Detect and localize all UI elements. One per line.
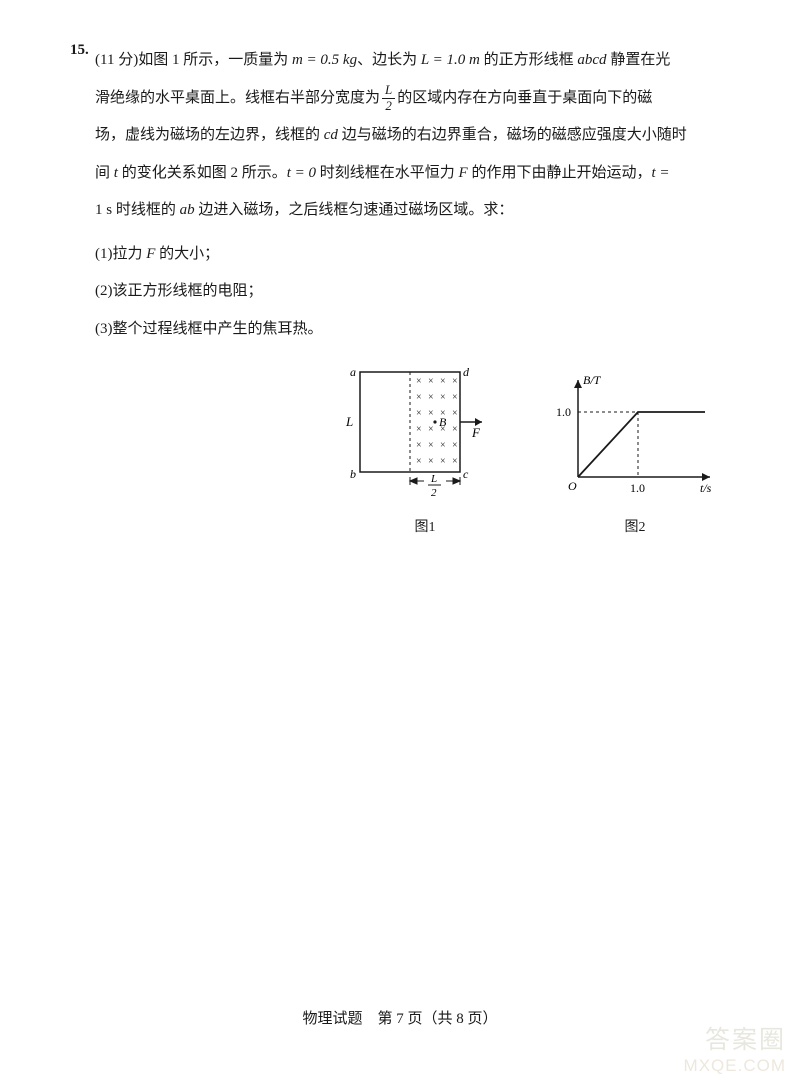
sub-questions: (1)拉力 F 的大小； (2)该正方形线框的电阻； (3)整个过程线框中产生的… [95,236,740,349]
problem-statement: (11 分)如图 1 所示，一质量为 m = 0.5 kg、边长为 L = 1.… [95,42,740,230]
svg-text:2: 2 [431,487,437,499]
t-eq: t = [651,165,669,181]
text: 静置在光 [607,52,671,68]
label-L: L [345,414,353,429]
svg-text:×: × [428,408,434,419]
text: 的大小； [155,246,219,262]
center-dot [433,420,436,423]
y-axis-arrow [574,380,582,388]
figure-1-svg: ×××× ×××× ×××× ×××× ×××× ×××× B F a [340,362,510,512]
text: 的正方形线框 [480,52,578,68]
m-expr: m = 0.5 kg [292,52,357,68]
field-crosses: ×××× ×××× ×××× ×××× ×××× ×××× [416,376,458,467]
t0: t = 0 [287,165,316,181]
label-a: a [350,365,356,379]
text: 的区域内存在方向垂直于桌面向下的磁 [397,90,652,106]
text: 间 [95,165,114,181]
frac-L2: L 2 [428,473,441,499]
svg-text:×: × [440,440,446,451]
F-var: F [459,165,468,181]
cd: cd [324,127,338,143]
text: 的变化关系如图 2 所示。 [118,165,287,181]
figure-1: ×××× ×××× ×××× ×××× ×××× ×××× B F a [340,362,510,536]
origin: O [568,479,577,493]
label-F: F [471,425,481,440]
svg-text:L: L [430,473,437,485]
x-axis-arrow [702,473,710,481]
figure-1-caption: 图1 [415,516,436,536]
svg-text:×: × [452,392,458,403]
abcd: abcd [577,52,606,68]
svg-text:×: × [428,440,434,451]
text: 如图 1 所示，一质量为 [138,52,292,68]
svg-text:×: × [440,456,446,467]
y-label: B/T [583,373,602,387]
svg-text:×: × [428,376,434,387]
L-expr: L = 1.0 m [421,52,480,68]
text: 滑绝缘的水平桌面上。线框右半部分宽度为 [95,90,380,106]
text: 的作用下由静止开始运动， [468,165,652,181]
watermark-line1: 答案圈 [684,1020,786,1056]
svg-text:×: × [452,440,458,451]
svg-text:×: × [416,392,422,403]
svg-text:×: × [452,408,458,419]
figures-row: ×××× ×××× ×××× ×××× ×××× ×××× B F a [95,362,740,536]
text: (1)拉力 [95,246,146,262]
frac-num: L [382,83,395,98]
text: 边进入磁场，之后线框匀速通过磁场区域。求： [195,202,514,218]
text: 1 s 时线框的 [95,202,180,218]
svg-text:×: × [416,408,422,419]
watermark-line2: MXQE.COM [684,1056,786,1076]
sub-q3: (3)整个过程线框中产生的焦耳热。 [95,311,740,349]
frac-den: 2 [382,99,395,113]
watermark: 答案圈 MXQE.COM [684,1020,786,1076]
question-number: 15. [70,42,89,59]
svg-text:×: × [416,376,422,387]
svg-text:×: × [428,392,434,403]
figure-2: B/T t/s 1.0 1.0 O 图2 [550,362,720,536]
svg-text:×: × [416,440,422,451]
plot-line [578,412,705,477]
page-footer: 物理试题 第 7 页（共 8 页） [0,1007,800,1028]
svg-text:×: × [440,392,446,403]
text: 、边长为 [357,52,421,68]
label-c: c [463,467,469,481]
svg-text:×: × [452,456,458,467]
x-label: t/s [700,481,712,495]
sub-q2: (2)该正方形线框的电阻； [95,273,740,311]
label-d: d [463,365,470,379]
svg-text:×: × [440,376,446,387]
text: 边与磁场的右边界重合，磁场的磁感应强度大小随时 [338,127,687,143]
svg-text:×: × [416,424,422,435]
svg-text:×: × [452,424,458,435]
svg-text:×: × [452,376,458,387]
label-b: b [350,467,356,481]
svg-text:×: × [416,456,422,467]
figure-2-svg: B/T t/s 1.0 1.0 O [550,362,720,512]
figure-2-caption: 图2 [625,516,646,536]
label-B: B [439,415,447,429]
x-tick: 1.0 [630,481,645,495]
fraction-L2: L2 [382,83,395,113]
y-tick: 1.0 [556,405,571,419]
svg-text:×: × [428,456,434,467]
text: 场，虚线为磁场的左边界，线框的 [95,127,324,143]
ab: ab [180,202,195,218]
text: 时刻线框在水平恒力 [316,165,459,181]
sub-q1: (1)拉力 F 的大小； [95,236,740,274]
svg-text:×: × [428,424,434,435]
points: (11 分) [95,52,138,68]
